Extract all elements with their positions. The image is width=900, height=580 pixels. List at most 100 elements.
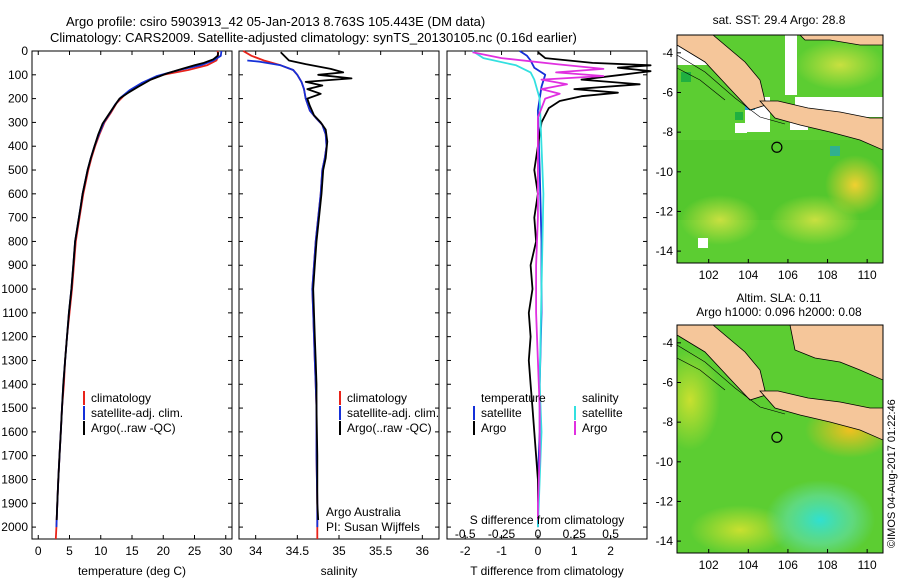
y-tick-label-12: 1200 bbox=[1, 330, 28, 344]
temperature-panel: 0 5 10 15 20 25 30 bbox=[35, 50, 233, 558]
y-tick-label-14: 1400 bbox=[1, 377, 28, 391]
land-borneo bbox=[789, 325, 883, 381]
t-difference-axis-label: T difference from climatology bbox=[470, 564, 624, 578]
map-x-tick-label-1: 104 bbox=[738, 558, 758, 572]
map-y-tick-label-0: -4 bbox=[662, 46, 673, 60]
y-tick-label-16: 1600 bbox=[1, 425, 28, 439]
legend-label-satellite: satellite-adj. clim. bbox=[91, 406, 183, 420]
legend-label-s-satellite: satellite bbox=[582, 406, 623, 420]
difference-legend: temperature salinity satellite Argo sate… bbox=[473, 391, 623, 435]
depth-axis: 0 100 200 300 400 500 600 700 800 900 1000 1100 1200… bbox=[1, 44, 647, 534]
pi-label: PI: Susan Wijffels bbox=[326, 520, 420, 534]
y-tick-label-17: 1700 bbox=[1, 449, 28, 463]
sst-cell bbox=[735, 112, 743, 120]
y-tick-label-19: 1900 bbox=[1, 496, 28, 510]
land-borneo bbox=[799, 35, 883, 46]
legend-label-t-argo: Argo bbox=[481, 421, 507, 435]
map-y-tick-label-4: -12 bbox=[656, 204, 674, 218]
y-tick-label-3: 300 bbox=[8, 115, 28, 129]
sst-map-title: sat. SST: 29.4 Argo: 28.8 bbox=[713, 13, 846, 27]
legend-title-temperature: temperature bbox=[481, 391, 546, 405]
s-tick-label-0: -0.5 bbox=[455, 527, 476, 541]
sst-warm-patch bbox=[680, 195, 760, 245]
series-line-climatology-0 bbox=[54, 50, 220, 540]
salinity-panel-frame bbox=[238, 50, 440, 540]
legend-label-t-satellite: satellite bbox=[481, 406, 522, 420]
x-tick-label-1: 5 bbox=[66, 544, 73, 558]
sla-map-ticks: 102 104 106 108 110 -4 -6 -8 -10 -12 -14 bbox=[656, 336, 877, 572]
map-y-tick-label-4: -12 bbox=[656, 494, 674, 508]
land-java bbox=[759, 390, 883, 441]
y-tick-label-8: 800 bbox=[8, 234, 28, 248]
sla-map-subtitle: Argo h1000: 0.096 h2000: 0.08 bbox=[696, 305, 862, 319]
y-tick-label-6: 600 bbox=[8, 187, 28, 201]
legend-label-argo: Argo(..raw -QC) bbox=[91, 421, 176, 435]
x-tick-label-2: 0 bbox=[535, 544, 542, 558]
sla-map-frame bbox=[676, 324, 884, 554]
y-tick-label-10: 1000 bbox=[1, 282, 28, 296]
land-java bbox=[759, 100, 883, 151]
x-tick-label-0: -2 bbox=[460, 544, 471, 558]
y-tick-label-7: 700 bbox=[8, 211, 28, 225]
map-x-tick-label-0: 102 bbox=[699, 558, 719, 572]
map-y-tick-label-5: -14 bbox=[656, 534, 674, 548]
sla-cyan-patch bbox=[765, 480, 875, 553]
map-y-tick-label-5: -14 bbox=[656, 244, 674, 258]
s-tick-label-3: 0.25 bbox=[563, 527, 587, 541]
y-tick-label-2: 200 bbox=[8, 92, 28, 106]
salinity-legend: climatology satellite-adj. clim. Argo(..… bbox=[339, 391, 439, 435]
sla-map-title: Altim. SLA: 0.11 bbox=[736, 291, 821, 305]
y-tick-label-20: 2000 bbox=[1, 520, 28, 534]
map-x-tick-label-4: 110 bbox=[858, 268, 877, 282]
y-tick-label-0: 0 bbox=[21, 44, 28, 58]
y-tick-label-9: 900 bbox=[8, 258, 28, 272]
temperature-legend: climatology satellite-adj. clim. Argo(..… bbox=[83, 391, 183, 435]
map-x-tick-label-4: 110 bbox=[858, 558, 877, 572]
map-y-tick-label-1: -6 bbox=[662, 85, 673, 99]
map-x-tick-label-2: 106 bbox=[778, 558, 798, 572]
temperature-axis-label: temperature (deg C) bbox=[78, 564, 186, 578]
y-tick-label-1: 100 bbox=[8, 68, 28, 82]
title-line-1: Argo profile: csiro 5903913_42 05-Jan-20… bbox=[66, 14, 485, 29]
y-tick-label-5: 500 bbox=[8, 163, 28, 177]
s-tick-label-1: -0.25 bbox=[488, 527, 516, 541]
x-tick-label-4: 20 bbox=[157, 544, 171, 558]
map-x-tick-label-1: 104 bbox=[738, 268, 758, 282]
bathy-contour bbox=[677, 54, 786, 125]
legend-label-argo: Argo(..raw -QC) bbox=[347, 421, 432, 435]
y-tick-label-13: 1300 bbox=[1, 353, 28, 367]
map-x-tick-label-3: 108 bbox=[818, 268, 838, 282]
x-tick-label-1: -1 bbox=[496, 544, 507, 558]
map-y-tick-label-2: -8 bbox=[662, 125, 673, 139]
temperature-panel-frame bbox=[31, 50, 233, 540]
x-tick-label-5: 25 bbox=[188, 544, 202, 558]
profile-location-marker bbox=[771, 141, 783, 153]
series-line-argo-raw-qc--2 bbox=[55, 52, 220, 521]
bathy-contour bbox=[677, 67, 726, 101]
legend-label-s-argo: Argo bbox=[582, 421, 608, 435]
y-tick-label-15: 1500 bbox=[1, 401, 28, 415]
sst-missing bbox=[785, 35, 797, 95]
s-tick-label-2: 0 bbox=[535, 527, 542, 541]
y-tick-label-18: 1800 bbox=[1, 472, 28, 486]
imos-credit: ©IMOS 04-Aug-2017 01:22:46 bbox=[886, 399, 898, 548]
sst-map bbox=[677, 35, 883, 263]
sla-map bbox=[677, 325, 883, 553]
difference-panel-frame bbox=[446, 50, 648, 540]
x-tick-label-0: 34 bbox=[249, 544, 263, 558]
y-tick-label-4: 400 bbox=[8, 139, 28, 153]
salinity-axis-label: salinity bbox=[321, 564, 358, 578]
bathy-contour bbox=[677, 357, 726, 391]
argo-australia-label: Argo Australia bbox=[326, 505, 401, 519]
map-x-tick-label-3: 108 bbox=[818, 558, 838, 572]
x-tick-label-1: 34.5 bbox=[286, 544, 310, 558]
legend-title-salinity: salinity bbox=[582, 391, 619, 405]
sla-lime-patch bbox=[690, 505, 790, 553]
profile-location-marker bbox=[771, 431, 783, 443]
salinity-panel: 34 34.5 35 35.5 36 bbox=[242, 50, 429, 558]
series-line-argo-raw-qc--2 bbox=[280, 51, 353, 521]
title-line-2: Climatology: CARS2009. Satellite-adjuste… bbox=[50, 30, 577, 45]
s-difference-ticks: -0.5 -0.25 0 0.25 0.5 bbox=[455, 527, 619, 541]
sst-map-frame bbox=[676, 34, 884, 264]
